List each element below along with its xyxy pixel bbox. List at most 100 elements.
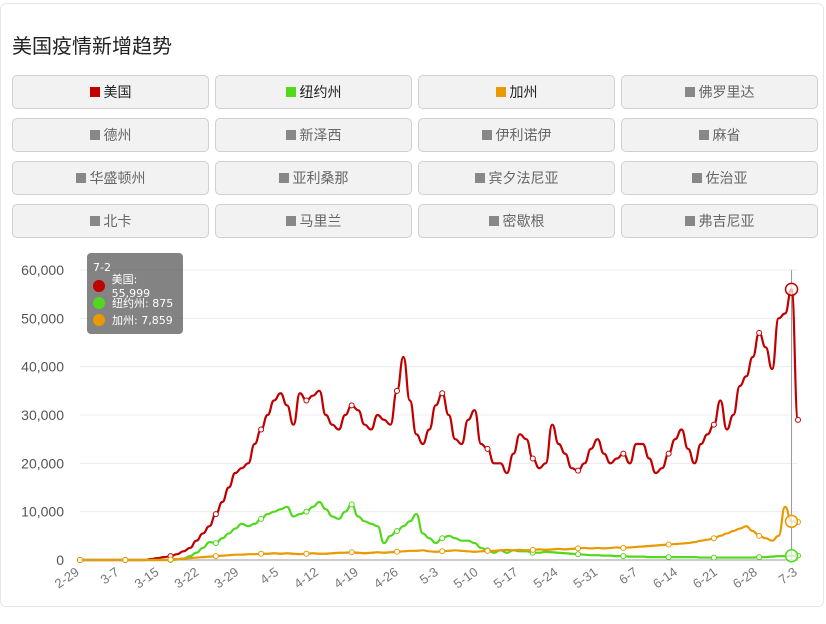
tooltip-dot-us (93, 279, 105, 292)
data-point (258, 515, 265, 522)
x-tick-label: 5-17 (491, 564, 521, 591)
legend-swatch-icon (89, 130, 100, 140)
data-point (439, 548, 446, 555)
region-toggle-button[interactable]: 北卡 (12, 204, 209, 238)
tooltip-row-us: 美国: 55,999 (93, 273, 177, 300)
data-point (393, 528, 400, 534)
data-point (348, 501, 355, 508)
data-point (529, 546, 536, 553)
series-line (80, 288, 800, 562)
region-toggle-label: 华盛顿州 (89, 171, 146, 187)
x-tick-label: 3-22 (171, 564, 201, 591)
data-point (575, 551, 582, 558)
data-point (665, 554, 672, 561)
region-toggle-button[interactable]: 华盛顿州 (12, 161, 209, 195)
region-toggle-label: 宾夕法尼亚 (488, 171, 559, 187)
legend-swatch-icon (75, 173, 86, 183)
region-toggle-button[interactable]: 伊利诺伊 (418, 118, 615, 152)
legend-swatch-icon (89, 216, 100, 226)
hover-point (784, 549, 799, 563)
data-point (484, 445, 491, 452)
region-toggle-label: 马里兰 (299, 214, 342, 230)
x-tick-label: 7-3 (776, 564, 800, 587)
x-tick-label: 5-3 (417, 564, 441, 587)
region-toggle-button[interactable]: 弗吉尼亚 (621, 204, 818, 238)
legend-swatch-icon (684, 87, 695, 97)
tooltip-label-ny: 纽约州: 875 (112, 296, 174, 310)
region-toggle-button[interactable]: 宾夕法尼亚 (418, 161, 615, 195)
x-tick-label: 4-12 (291, 564, 321, 591)
data-point (756, 554, 763, 561)
legend-swatch-icon (488, 216, 499, 226)
legend-swatch-icon (285, 130, 296, 140)
y-tick-label: 30,000 (21, 407, 64, 423)
data-point (710, 535, 717, 542)
legend-swatch-icon (495, 87, 506, 97)
region-toggle-label: 密歇根 (502, 214, 545, 230)
data-point (484, 547, 491, 554)
data-point (303, 550, 310, 557)
region-toggle-button[interactable]: 新泽西 (215, 118, 412, 152)
tooltip-label-ca: 加州: 7,859 (112, 313, 173, 327)
tooltip-date: 7-2 (93, 261, 111, 274)
data-point (167, 556, 174, 563)
data-point (258, 426, 265, 433)
region-toggle-button[interactable]: 加州 (418, 75, 615, 109)
tooltip-row-ca: 加州: 7,859 (93, 311, 177, 328)
legend-swatch-icon (474, 173, 485, 183)
region-toggle-label: 麻省 (712, 128, 741, 144)
data-point (575, 545, 582, 552)
region-toggle-label: 美国 (103, 85, 132, 101)
y-tick-label: 0 (56, 552, 64, 568)
legend-swatch-icon (481, 130, 492, 140)
legend-swatch-icon (698, 130, 709, 140)
x-tick-label: 3-7 (98, 564, 122, 587)
data-point (348, 549, 355, 556)
trend-line-chart: 0 10,000 20,000 30,000 40,000 50,000 60,000 2-2… (21, 262, 801, 591)
legend-swatch-icon (684, 216, 695, 226)
region-toggle-button[interactable]: 美国 (12, 75, 209, 109)
hover-point (784, 514, 799, 529)
region-toggle-button[interactable]: 马里兰 (215, 204, 412, 238)
data-point (303, 397, 310, 404)
data-point (620, 544, 627, 551)
data-point (393, 387, 400, 394)
region-toggle-label: 新泽西 (299, 128, 342, 144)
y-tick-label: 40,000 (21, 359, 64, 375)
data-point (212, 540, 219, 547)
legend-swatch-icon (691, 173, 702, 183)
region-toggle-label: 北卡 (103, 214, 132, 230)
legend-swatch-icon (89, 87, 100, 97)
data-point (212, 511, 219, 518)
data-point (529, 455, 536, 462)
x-tick-label: 2-29 (52, 564, 82, 591)
series-line (80, 500, 799, 562)
data-point (303, 508, 310, 515)
tooltip-label-us: 美国: 55,999 (111, 273, 151, 300)
y-tick-label: 10,000 (21, 504, 64, 520)
region-toggle-button[interactable]: 佛罗里达 (621, 75, 818, 109)
tooltip-dot-ny (93, 296, 105, 309)
region-toggle-label: 佛罗里达 (698, 85, 755, 101)
region-toggle-button[interactable]: 德州 (12, 118, 209, 152)
data-point (575, 467, 582, 474)
data-point (710, 421, 717, 428)
region-toggle-button[interactable]: 麻省 (621, 118, 818, 152)
hover-point (784, 282, 799, 297)
data-point (122, 557, 129, 563)
region-toggle-button[interactable]: 纽约州 (215, 75, 412, 109)
data-point (77, 557, 83, 563)
x-tick-label: 6-28 (730, 564, 760, 591)
data-point (620, 553, 627, 560)
x-tick-label: 6-21 (690, 564, 720, 591)
data-point (620, 450, 627, 457)
x-tick-label: 6-14 (650, 564, 680, 591)
region-toggle-button[interactable]: 佐治亚 (621, 161, 818, 195)
region-toggle-button[interactable]: 亚利桑那 (215, 161, 412, 195)
x-tick-label: 4-19 (331, 564, 361, 591)
x-tick-label: 3-15 (132, 564, 162, 591)
data-point (756, 532, 763, 539)
region-toggle-button[interactable]: 密歇根 (418, 204, 615, 238)
data-point (212, 553, 219, 560)
x-tick-label: 5-24 (530, 564, 560, 591)
